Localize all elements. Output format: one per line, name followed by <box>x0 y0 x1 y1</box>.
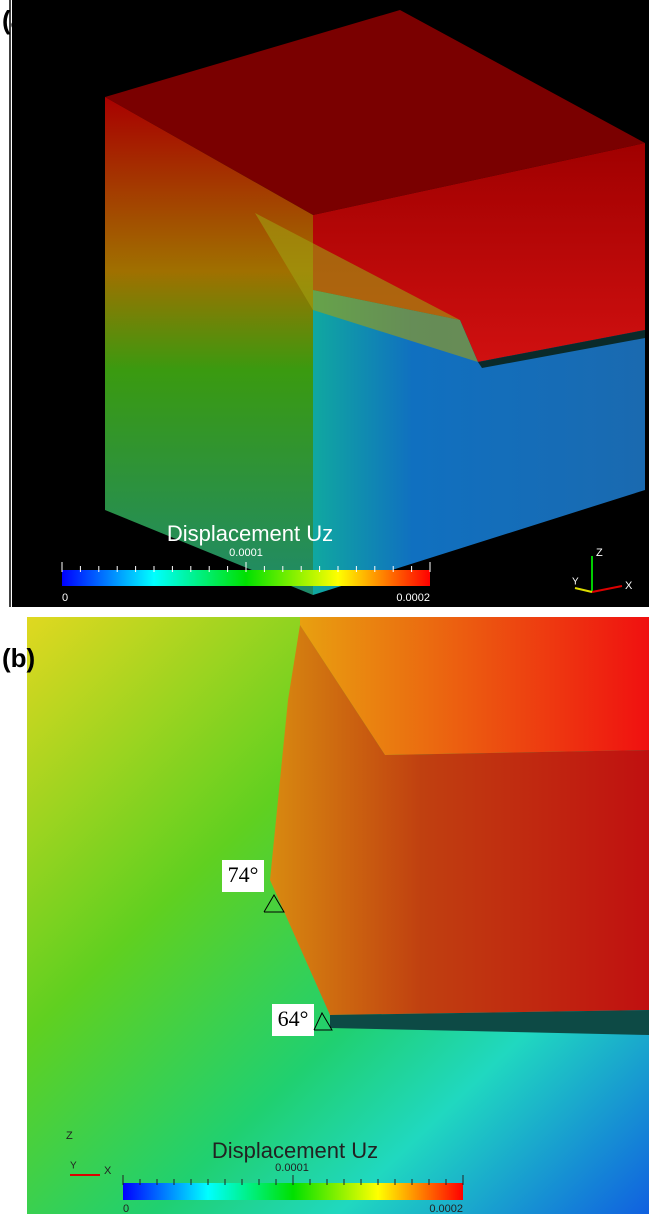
colorbar-mid: 0.0001 <box>229 547 263 559</box>
colorbar-max: 0.0002 <box>396 592 430 604</box>
axis-y: Y <box>572 577 579 588</box>
colorbar-title: Displacement Uz <box>167 521 333 546</box>
angle-label: 74° <box>228 862 259 887</box>
colorbar-mid: 0.0001 <box>275 1162 309 1174</box>
colorbar <box>62 570 430 586</box>
panel-label: (b) <box>2 643 35 673</box>
colorbar-min: 0 <box>123 1203 129 1214</box>
axis-y: Y <box>70 1161 77 1172</box>
axis-z: Z <box>596 547 603 559</box>
colorbar-max: 0.0002 <box>429 1203 463 1214</box>
colorbar-min: 0 <box>62 592 68 604</box>
colorbar <box>123 1183 463 1200</box>
figure: Displacement Uz 0.0001 0 0.0002 Z Y X (a… <box>0 0 649 1214</box>
colorbar-title: Displacement Uz <box>212 1138 378 1163</box>
angle-label: 64° <box>278 1006 309 1031</box>
axis-x: X <box>104 1165 112 1177</box>
panel-label: (a) <box>2 5 34 35</box>
axis-z: Z <box>66 1130 73 1142</box>
axis-x: X <box>625 580 633 592</box>
